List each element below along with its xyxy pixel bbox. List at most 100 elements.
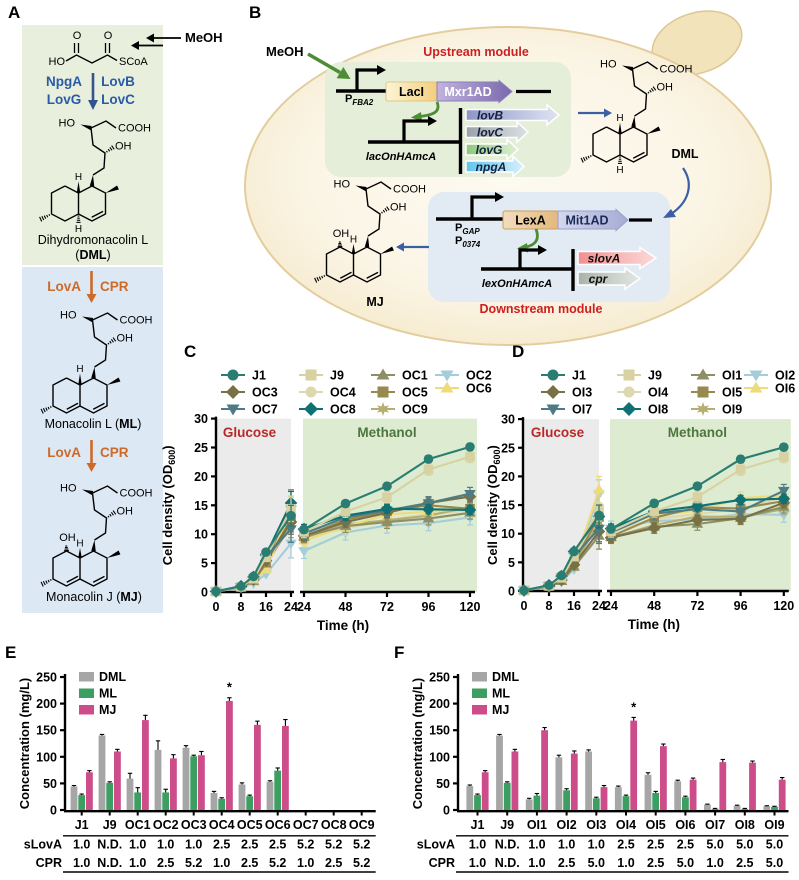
svg-text:10: 10 [194,528,208,542]
svg-text:OC1: OC1 [402,369,428,383]
svg-text:5.2: 5.2 [297,838,314,852]
svg-text:5.2: 5.2 [353,856,370,870]
svg-text:Upstream module: Upstream module [423,45,529,59]
svg-text:H: H [75,224,82,235]
svg-text:8: 8 [546,599,553,613]
svg-text:1.0: 1.0 [297,856,314,870]
svg-text:2.5: 2.5 [213,838,230,852]
svg-text:1.0: 1.0 [706,856,723,870]
svg-text:lovC: lovC [477,126,503,140]
svg-text:2.5: 2.5 [647,856,664,870]
svg-text:OC5: OC5 [237,818,263,832]
svg-text:OC6: OC6 [265,818,291,832]
svg-text:1.0: 1.0 [469,838,486,852]
svg-text:8: 8 [238,600,245,614]
svg-text:OI4: OI4 [616,818,636,832]
svg-text:sLovA: sLovA [24,838,62,852]
svg-text:OI1: OI1 [527,818,547,832]
svg-text:D: D [512,342,524,361]
svg-text:HO: HO [49,56,66,68]
svg-text:F: F [394,643,404,662]
svg-text:C: C [184,342,196,361]
svg-text:5.0: 5.0 [736,838,753,852]
svg-text:120: 120 [773,599,794,613]
svg-text:COOH: COOH [120,315,153,327]
svg-text:CPR: CPR [36,856,62,870]
svg-text:J9: J9 [648,369,662,383]
svg-text:OI2: OI2 [557,818,577,832]
svg-text:1.0: 1.0 [185,838,202,852]
svg-text:OC3: OC3 [252,386,278,400]
svg-text:HO: HO [59,118,76,130]
svg-text:2.5: 2.5 [241,838,258,852]
svg-text:J1: J1 [75,818,89,832]
svg-text:30: 30 [194,412,208,426]
svg-text:20: 20 [501,470,515,484]
svg-text:1.0: 1.0 [129,838,146,852]
svg-text:LexA: LexA [515,214,546,228]
svg-text:0: 0 [443,804,450,818]
svg-text:24: 24 [284,600,298,614]
svg-text:Mit1AD: Mit1AD [565,214,608,228]
svg-text:COOH: COOH [120,488,153,500]
svg-text:1.0: 1.0 [213,856,230,870]
svg-text:20: 20 [194,470,208,484]
svg-text:Cell density (OD600): Cell density (OD600) [485,445,502,565]
svg-text:OI4: OI4 [648,386,668,400]
svg-text:lovB: lovB [477,109,503,123]
svg-text:OC7: OC7 [252,403,278,417]
svg-text:150: 150 [429,724,450,738]
svg-text:Cell density (OD600): Cell density (OD600) [160,445,177,565]
svg-text:5.2: 5.2 [353,838,370,852]
svg-text:OI5: OI5 [646,818,666,832]
svg-text:Methanol: Methanol [357,425,416,440]
svg-text:OH: OH [59,532,76,544]
svg-text:DML: DML [99,670,126,684]
svg-text:ML: ML [99,687,117,701]
svg-text:HO: HO [60,310,77,322]
svg-text:2.5: 2.5 [617,838,634,852]
svg-text:OC7: OC7 [293,818,319,832]
svg-text:1.0: 1.0 [588,838,605,852]
svg-text:(DML): (DML) [75,248,110,262]
svg-text:OI6: OI6 [775,382,795,396]
svg-text:MeOH: MeOH [266,44,304,59]
svg-text:OC4: OC4 [330,386,356,400]
svg-text:B: B [249,3,261,22]
svg-text:1.0: 1.0 [528,838,545,852]
svg-text:24: 24 [592,599,606,613]
svg-text:CPR: CPR [100,445,129,460]
svg-text:5.0: 5.0 [706,838,723,852]
svg-text:CPR: CPR [429,856,455,870]
svg-text:OH: OH [333,228,350,240]
svg-text:30: 30 [501,413,515,427]
svg-text:MeOH: MeOH [185,30,223,45]
svg-text:HO: HO [600,59,617,71]
svg-text:lovG: lovG [476,143,503,157]
svg-text:Time (h): Time (h) [628,617,680,632]
svg-text:E: E [5,643,16,662]
svg-text:50: 50 [436,777,450,791]
svg-text:COOH: COOH [393,184,426,196]
svg-text:LovB: LovB [101,74,135,89]
svg-text:Mxr1AD: Mxr1AD [444,85,491,99]
svg-text:15: 15 [194,499,208,513]
svg-text:OC9: OC9 [402,403,428,417]
svg-text:OC2: OC2 [153,818,179,832]
svg-text:OH: OH [117,333,134,345]
svg-text:16: 16 [259,600,273,614]
svg-text:H: H [76,364,83,375]
svg-text:COOH: COOH [660,64,693,76]
svg-text:5.2: 5.2 [185,856,202,870]
svg-text:Downstream module: Downstream module [480,302,603,316]
svg-text:OC8: OC8 [330,403,356,417]
svg-text:1.0: 1.0 [617,856,634,870]
svg-text:OC4: OC4 [209,818,235,832]
svg-text:LovA: LovA [47,279,81,294]
svg-text:MJ: MJ [99,703,116,717]
svg-text:OI7: OI7 [572,403,592,417]
svg-text:2.5: 2.5 [647,838,664,852]
svg-text:LovG: LovG [47,92,82,107]
svg-text:Methanol: Methanol [668,425,727,440]
svg-text:Glucose: Glucose [531,425,585,440]
